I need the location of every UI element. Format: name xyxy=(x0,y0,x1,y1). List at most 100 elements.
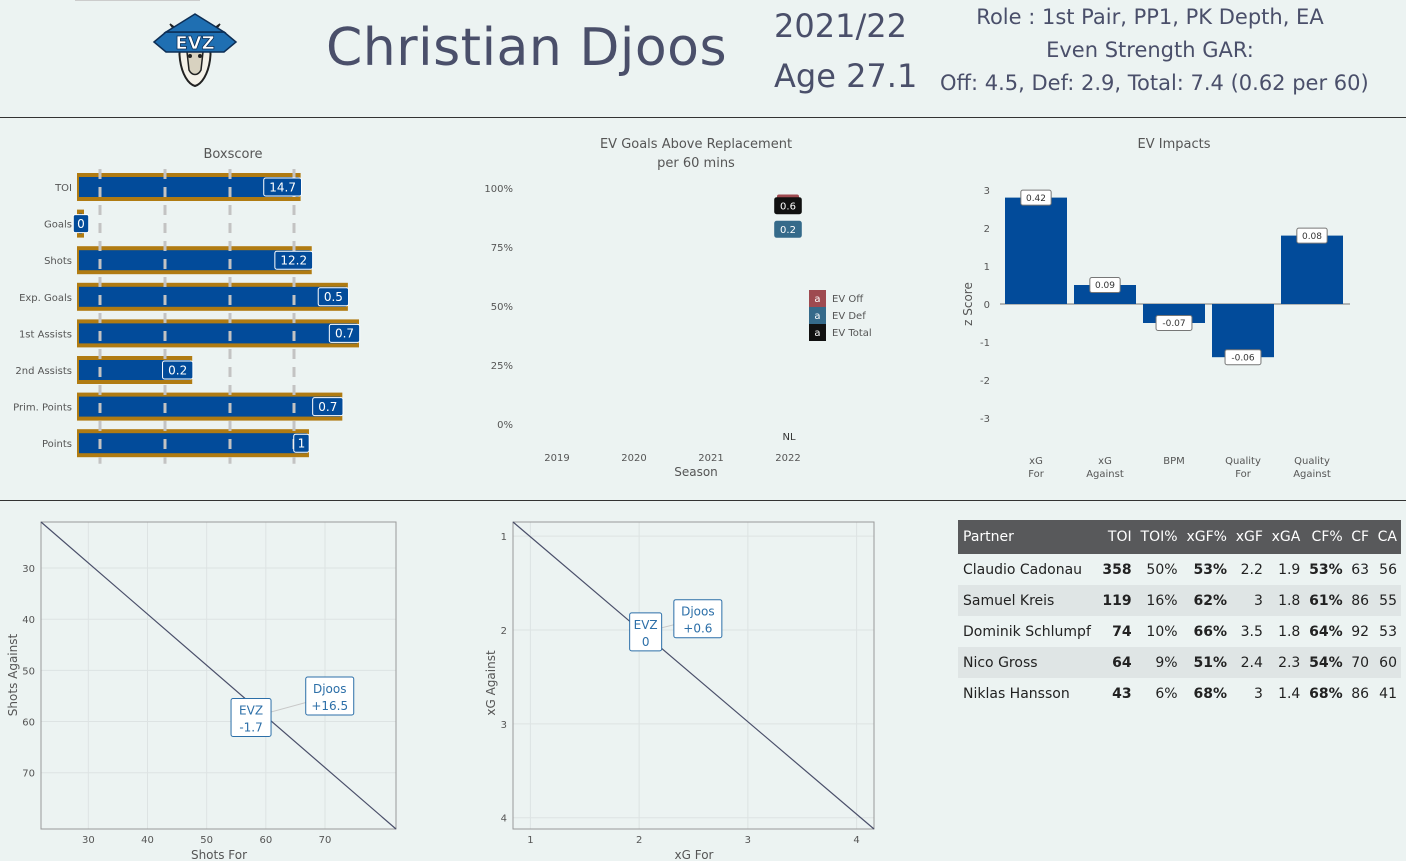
ev-gar-subtitle: per 60 mins xyxy=(657,156,735,171)
boxscore-category-label: Shots xyxy=(44,256,72,267)
table-cell: 41 xyxy=(1379,685,1397,702)
point-label-value: -1.7 xyxy=(239,720,262,734)
ev-gar-ytick: 50% xyxy=(491,302,513,313)
xg-xlabel: xG For xyxy=(675,848,714,861)
table-cell: Niklas Hansson xyxy=(963,685,1070,702)
table-cell: 3.5 xyxy=(1240,623,1263,640)
boxscore-category-label: Points xyxy=(42,439,72,450)
ytick: 3 xyxy=(501,720,507,731)
table-header-cell: TOI% xyxy=(1135,520,1182,554)
ev-impacts-value-label: 0.42 xyxy=(1026,194,1046,204)
boxscore-value-label: 1 xyxy=(298,437,306,451)
boxscore-value-label: 0 xyxy=(77,217,85,231)
table-cell: 51% xyxy=(1181,647,1231,678)
ev-impacts-value-label-box xyxy=(1089,277,1121,293)
table-header-cell: CF xyxy=(1346,520,1374,554)
table-cell: 3 xyxy=(1253,685,1263,702)
table-header-cell: CA xyxy=(1373,520,1401,554)
boxscore-value-label: 0.5 xyxy=(324,290,343,304)
table-cell: 86 xyxy=(1351,685,1370,702)
boxscore-value-label: 12.2 xyxy=(280,254,307,268)
point-label-name: Djoos xyxy=(681,605,715,619)
table-cell: 62% xyxy=(1181,585,1231,616)
gar-values: Off: 4.5, Def: 2.9, Total: 7.4 (0.62 per… xyxy=(940,71,1369,95)
boxscore-category-label: Exp. Goals xyxy=(19,293,72,304)
divider-top xyxy=(0,117,1406,118)
ev-impacts-category-label: Against xyxy=(1086,469,1124,480)
table-cell: 9% xyxy=(1135,647,1182,678)
ev-gar-xtick: 2021 xyxy=(698,453,723,464)
ev-gar-ytick: 100% xyxy=(484,184,513,195)
point-label-value: +16.5 xyxy=(311,699,348,713)
boxscore-chart: Boxscore TOI Goals Shots Exp. Goals 1st Assi… xyxy=(13,147,361,464)
table-cell: Nico Gross xyxy=(958,647,1098,678)
table-cell: 2.4 xyxy=(1231,647,1267,678)
table-cell: 53% xyxy=(1309,561,1343,578)
plot-frame xyxy=(40,521,397,830)
point-label-box xyxy=(629,612,663,652)
ev-gar-xlabel: Season xyxy=(674,465,718,479)
xg-chart: xG For xG Against 1 2 3 4 1 2 3 4 EVZ 0 Djoos +0.6 xyxy=(484,521,875,861)
ev-gar-legend-key xyxy=(809,324,826,341)
boxscore-value-label-box xyxy=(312,397,344,417)
boxscore-value-label: 0.2 xyxy=(168,363,187,377)
table-cell: 53% xyxy=(1193,561,1227,578)
ev-impacts-value-label-box xyxy=(1224,349,1262,366)
team-logo-text: EVZ xyxy=(175,33,214,54)
table-cell: 16% xyxy=(1135,585,1182,616)
table-cell: 92 xyxy=(1351,623,1370,640)
table-row: Samuel Kreis 119 16% 62% 3 1.8 61% 86 55 xyxy=(958,585,1401,616)
xtick: 1 xyxy=(527,835,533,846)
gar-title: Even Strength GAR: xyxy=(1046,38,1254,62)
ev-gar-xtick: 2022 xyxy=(775,453,800,464)
boxscore-bar xyxy=(79,250,310,271)
ev-impacts-value-label-box xyxy=(1296,227,1328,244)
player-age: Age 27.1 xyxy=(774,57,918,95)
table-cell: Dominik Schlumpf xyxy=(963,623,1091,640)
table-header-cell: xGF% xyxy=(1181,520,1231,554)
ev-impacts-bar xyxy=(1005,197,1067,304)
table-cell: 68% xyxy=(1193,685,1227,702)
ev-gar-point-label-box xyxy=(774,197,802,215)
ev-gar-ytick: 75% xyxy=(491,243,513,254)
table-cell: 6% xyxy=(1155,685,1178,702)
table-cell: 54% xyxy=(1304,647,1347,678)
table-cell: 56 xyxy=(1379,561,1397,578)
table-cell: 1.8 xyxy=(1278,623,1301,640)
ev-impacts-category-label: Against xyxy=(1293,469,1331,480)
xg-ylabel: xG Against xyxy=(484,650,498,716)
boxscore-category-label: TOI xyxy=(54,183,72,194)
ev-impacts-category-label: xG xyxy=(1029,456,1043,467)
ev-gar-legend-key xyxy=(809,307,826,324)
boxscore-value-label-box xyxy=(263,177,302,197)
boxscore-bar xyxy=(79,433,307,454)
table-row: Dominik Schlumpf 74 10% 66% 3.5 1.8 64% 92 53 xyxy=(958,616,1401,647)
ev-gar-ytick: 0% xyxy=(497,420,513,431)
ytick: 50 xyxy=(22,666,35,677)
shots-ylabel: Shots Against xyxy=(6,634,20,717)
ev-impacts-value-label: -0.07 xyxy=(1162,319,1185,329)
ev-impacts-category-label: xG xyxy=(1098,456,1112,467)
boxscore-value-label-box xyxy=(328,323,361,343)
boxscore-value-label-box xyxy=(72,214,90,234)
table-cell: 61% xyxy=(1304,585,1347,616)
xtick: 2 xyxy=(636,835,642,846)
ev-impacts-category-label: Quality xyxy=(1294,456,1330,467)
ev-gar-chart: EV Goals Above Replacement per 60 mins S… xyxy=(484,137,871,479)
ev-impacts-ytick: 1 xyxy=(984,262,990,273)
table-cell: 50% xyxy=(1146,561,1178,578)
boxscore-title: Boxscore xyxy=(203,147,262,162)
plot-frame xyxy=(512,521,875,830)
ev-gar-legend-label: EV Def xyxy=(832,311,866,322)
table-cell: 1.4 xyxy=(1278,685,1301,702)
ev-impacts-value-label: -0.06 xyxy=(1231,353,1255,363)
ev-gar-ytick: 25% xyxy=(491,361,513,372)
table-header-cell: CF% xyxy=(1304,520,1347,554)
top-border xyxy=(75,0,200,1)
xtick: 40 xyxy=(141,835,154,846)
boxscore-category-label: Prim. Points xyxy=(13,403,72,414)
xtick: 3 xyxy=(745,835,751,846)
ev-impacts-ylabel: z Score xyxy=(961,282,975,326)
partners-table: Partner TOI TOI% xGF% xGF xGA CF% CF CA Claudio … xyxy=(958,520,1401,709)
boxscore-value-label: 0.7 xyxy=(335,327,354,341)
